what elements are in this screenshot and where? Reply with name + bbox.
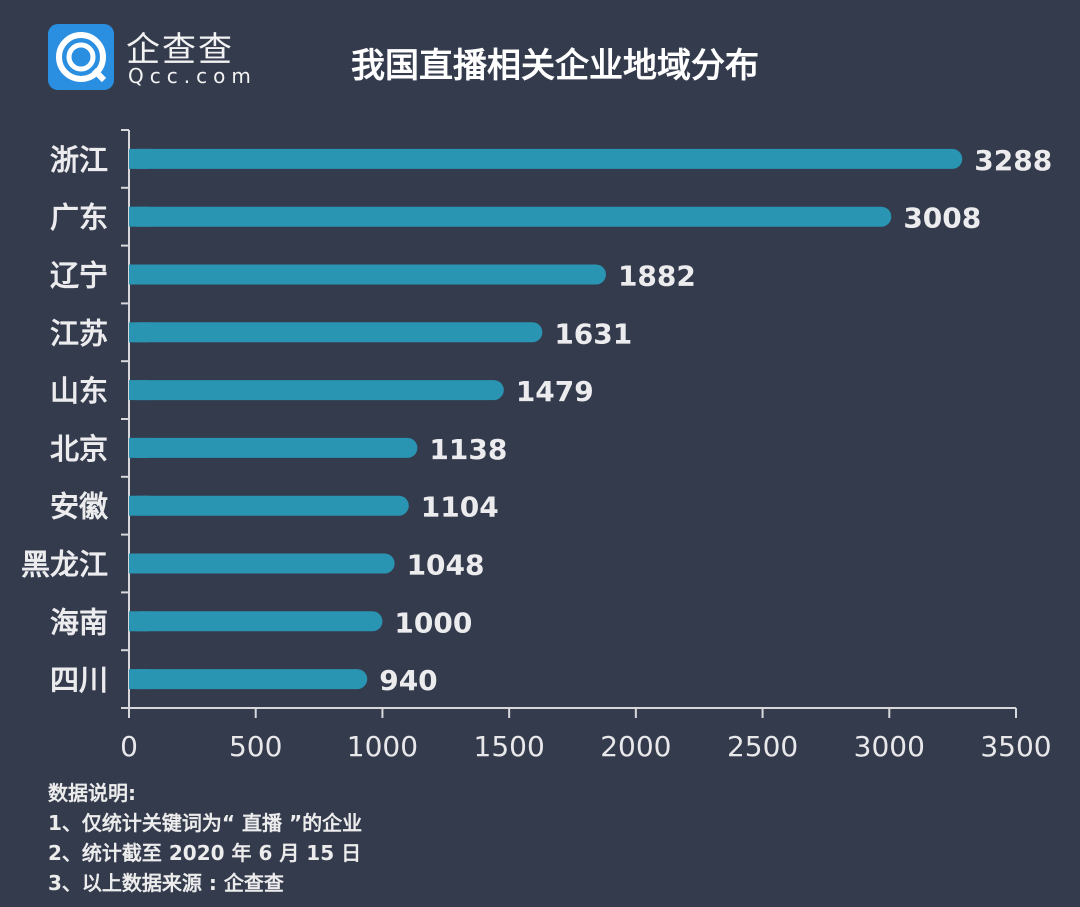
category-label: 山东: [50, 374, 108, 408]
data-label: 1138: [429, 433, 507, 466]
bar-start: [129, 322, 149, 343]
x-tick-label: 3000: [854, 730, 925, 763]
data-label: 3008: [903, 202, 981, 235]
category-label: 安徽: [50, 490, 109, 524]
data-label: 3288: [974, 144, 1052, 177]
x-tick-label: 2000: [600, 730, 671, 763]
bar-start: [129, 206, 149, 227]
bar-start: [129, 264, 149, 285]
bar: [129, 611, 383, 632]
bar: [129, 148, 963, 169]
chart-title: 我国直播相关企业地域分布: [351, 46, 759, 86]
brand-domain: Qcc.com: [128, 64, 257, 88]
bar-start: [129, 611, 149, 632]
data-label: 1104: [421, 491, 499, 524]
category-label: 广东: [50, 201, 108, 235]
x-tick-label: 500: [229, 730, 282, 763]
note-line: 2、统计截至 2020 年 6 月 15 日: [48, 841, 362, 865]
bar-start: [129, 148, 149, 169]
x-tick-label: 3500: [980, 730, 1051, 763]
bar-start: [129, 669, 149, 690]
data-notes: 数据说明: 1、仅统计关键词为“ 直播 ”的企业 2、统计截至 2020 年 6…: [48, 778, 362, 898]
x-tick-label: 1500: [474, 730, 545, 763]
category-label: 北京: [50, 432, 108, 466]
bar: [129, 206, 892, 227]
qcc-logo-icon: [48, 24, 114, 90]
x-tick-label: 2500: [727, 730, 798, 763]
data-label: 1631: [554, 317, 632, 350]
category-label: 浙江: [50, 143, 108, 177]
x-tick-label: 0: [120, 730, 138, 763]
bar-start: [129, 437, 149, 458]
bar: [129, 437, 418, 458]
bar-start: [129, 495, 149, 516]
category-label: 四川: [50, 663, 108, 697]
bar: [129, 322, 543, 343]
bar-start: [129, 380, 149, 401]
notes-heading: 数据说明:: [48, 781, 136, 805]
x-tick-label: 1000: [347, 730, 418, 763]
data-label: 1479: [516, 375, 594, 408]
brand-name: 企查查: [126, 30, 234, 70]
data-label: 940: [379, 664, 437, 697]
note-line: 1、仅统计关键词为“ 直播 ”的企业: [48, 811, 363, 835]
note-line: 3、以上数据来源 : 企查查: [48, 871, 284, 895]
data-label: 1048: [407, 549, 485, 582]
category-label: 黑龙江: [21, 548, 108, 582]
category-label: 辽宁: [50, 259, 108, 293]
bar: [129, 495, 409, 516]
bar: [129, 380, 504, 401]
category-label: 海南: [50, 605, 108, 639]
bar: [129, 264, 606, 285]
bar: [129, 553, 395, 574]
data-label: 1000: [394, 606, 472, 639]
bar-start: [129, 553, 149, 574]
bar: [129, 669, 368, 690]
data-label: 1882: [618, 260, 696, 293]
category-label: 江苏: [50, 316, 108, 350]
